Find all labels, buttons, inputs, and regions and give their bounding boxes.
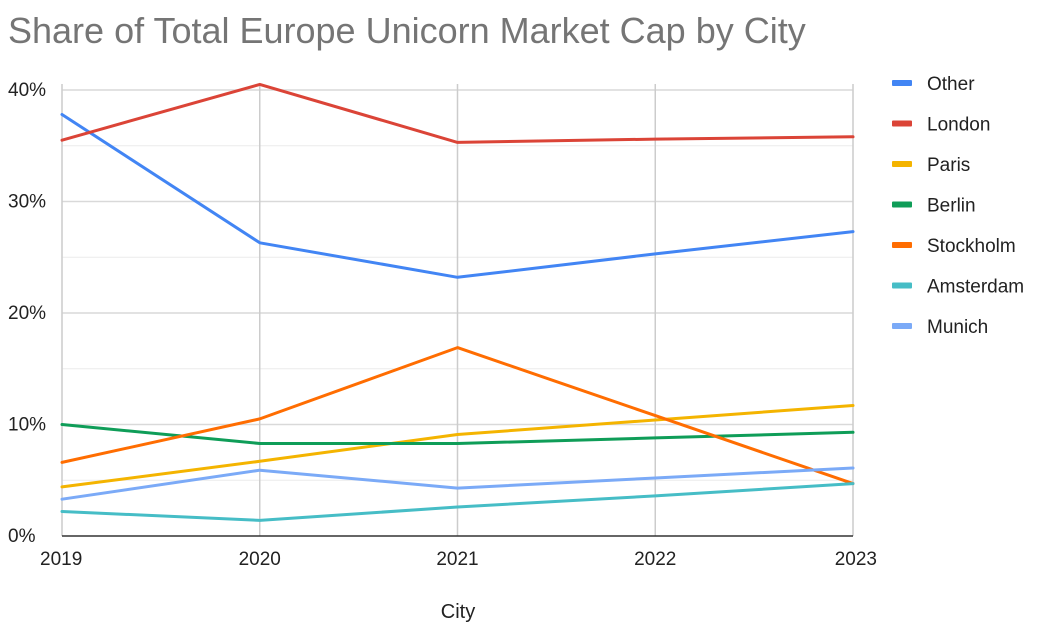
series-line-other — [60, 113, 855, 279]
legend: Other London Paris Berlin Stockholm Amsterdam… — [892, 74, 1024, 338]
legend-swatch-stockholm — [892, 242, 912, 248]
series-lines — [60, 82, 855, 522]
legend-label-berlin: Berlin — [927, 196, 976, 217]
legend-label-paris: Paris — [927, 155, 970, 176]
chart-title: Share of Total Europe Unicorn Market Cap… — [8, 10, 806, 51]
x-tick-label: 2021 — [436, 549, 478, 570]
legend-label-munich: Munich — [927, 317, 988, 338]
x-tick-label: 2019 — [40, 549, 82, 570]
y-tick-label: 40% — [8, 80, 46, 101]
legend-label-london: London — [927, 115, 990, 136]
series-line-paris — [60, 404, 855, 489]
legend-swatch-berlin — [892, 201, 912, 208]
legend-swatch-amsterdam — [892, 282, 912, 289]
series-line-amsterdam — [60, 482, 855, 522]
legend-swatch-paris — [892, 161, 912, 167]
legend-swatch-london — [892, 120, 912, 127]
y-tick-label: 20% — [8, 303, 46, 324]
legend-label-other: Other — [927, 74, 975, 95]
legend-swatch-other — [892, 80, 912, 86]
x-axis-label: City — [441, 601, 475, 623]
series-line-london — [60, 82, 855, 144]
legend-label-stockholm: Stockholm — [927, 236, 1016, 257]
series-line-munich — [60, 466, 855, 501]
series-line-berlin — [60, 423, 855, 445]
x-tick-label: 2023 — [835, 549, 877, 570]
x-tick-label: 2020 — [239, 549, 281, 570]
legend-label-amsterdam: Amsterdam — [927, 277, 1024, 298]
legend-swatch-munich — [892, 323, 912, 329]
x-tick-label: 2022 — [634, 549, 676, 570]
grid-lines — [61, 84, 854, 536]
axes: 0% 10% 20% 30% 40% 2019 2020 2021 2022 2023 — [8, 80, 877, 570]
y-tick-label: 30% — [8, 192, 46, 213]
y-tick-label: 10% — [8, 415, 46, 436]
series-line-stockholm — [60, 346, 855, 486]
y-tick-label: 0% — [8, 526, 36, 547]
